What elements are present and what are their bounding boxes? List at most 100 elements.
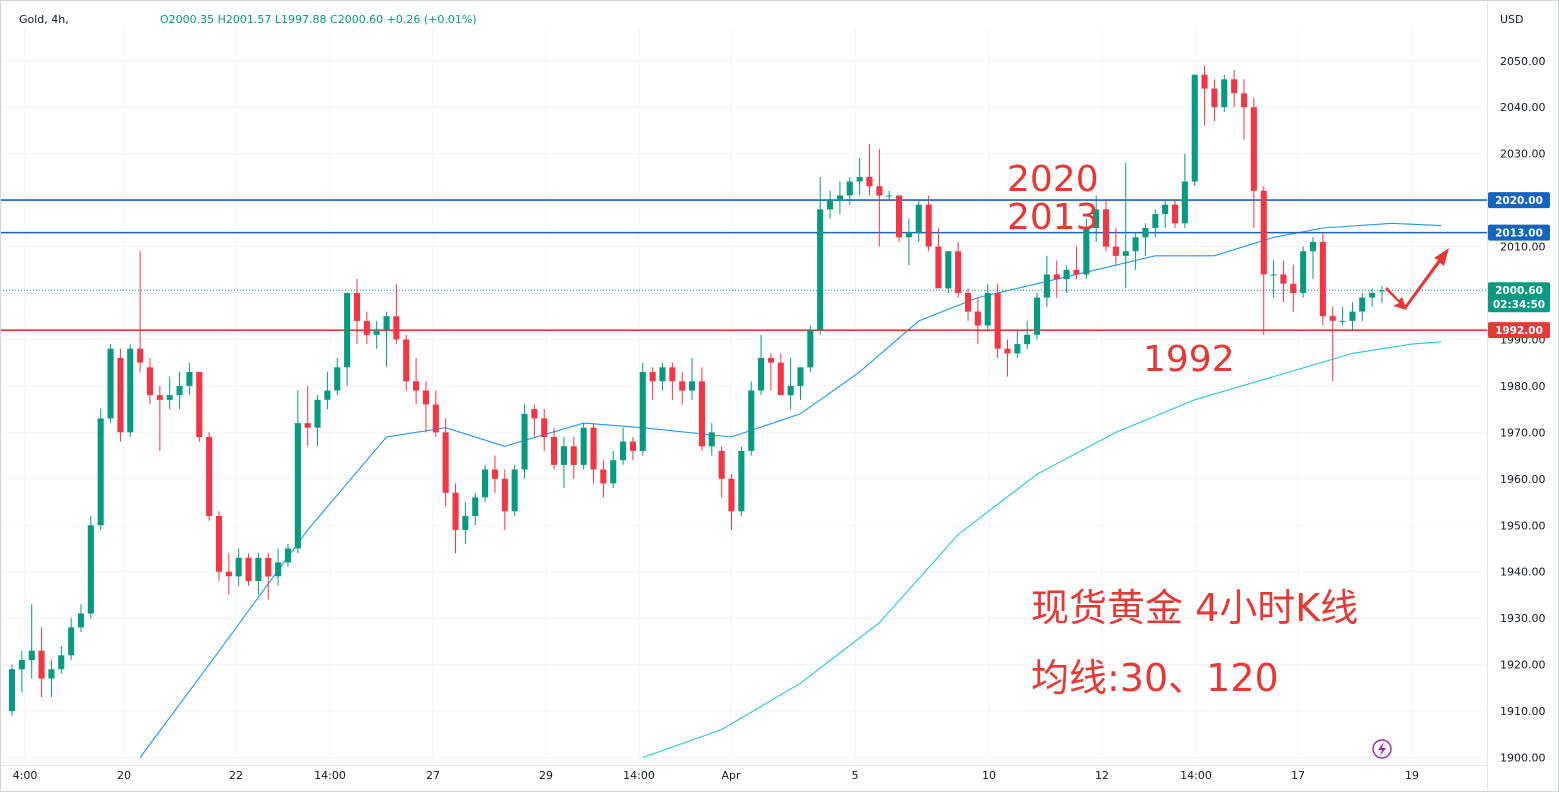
candle-up[interactable] (827, 190, 834, 219)
candle-down[interactable] (1280, 260, 1287, 303)
candle-down[interactable] (1250, 97, 1257, 228)
candle-down[interactable] (245, 553, 252, 586)
candle-down[interactable] (777, 353, 784, 396)
candle-down[interactable] (196, 371, 203, 442)
candle-up[interactable] (1063, 265, 1070, 293)
candle-up[interactable] (620, 427, 627, 465)
candle-up[interactable] (945, 251, 952, 293)
candle-up[interactable] (1162, 200, 1169, 228)
candle-up[interactable] (472, 492, 479, 526)
candle-up[interactable] (1369, 288, 1376, 307)
candle-down[interactable] (955, 241, 962, 298)
candle-up[interactable] (856, 158, 863, 196)
candle-up[interactable] (127, 344, 134, 437)
candle-up[interactable] (28, 604, 35, 679)
candle-up[interactable] (373, 320, 380, 349)
candle-up[interactable] (255, 553, 262, 595)
candle-up[interactable] (1093, 195, 1100, 242)
candle-down[interactable] (146, 358, 153, 405)
candle-down[interactable] (590, 423, 597, 484)
candle-up[interactable] (58, 646, 65, 674)
candle-down[interactable] (413, 358, 420, 405)
candle-down[interactable] (698, 367, 705, 451)
candle-up[interactable] (8, 664, 15, 716)
horizontal-levels[interactable] (0, 199, 1487, 331)
candle-up[interactable] (797, 367, 804, 400)
candle-down[interactable] (570, 436, 577, 479)
candle-down[interactable] (501, 469, 508, 530)
candle-down[interactable] (718, 446, 725, 498)
candle-up[interactable] (77, 604, 84, 633)
candle-up[interactable] (1122, 162, 1129, 289)
candle-down[interactable] (491, 455, 498, 493)
candle-up[interactable] (984, 283, 991, 331)
candle-up[interactable] (383, 311, 390, 368)
candle-up[interactable] (314, 395, 321, 447)
candle-up[interactable] (1034, 293, 1041, 340)
candle-down[interactable] (1231, 70, 1238, 108)
candle-up[interactable] (482, 464, 489, 503)
candle-down[interactable] (896, 195, 903, 242)
candle-down[interactable] (679, 371, 686, 405)
candle-down[interactable] (728, 474, 735, 530)
candle-down[interactable] (206, 432, 213, 521)
candle-up[interactable] (1024, 320, 1031, 349)
candle-up[interactable] (738, 446, 745, 516)
candle-down[interactable] (304, 385, 311, 447)
candle-up[interactable] (1043, 255, 1050, 307)
candle-down[interactable] (38, 627, 45, 698)
candle-up[interactable] (107, 344, 114, 424)
candle-up[interactable] (708, 423, 715, 456)
candle-down[interactable] (541, 409, 548, 451)
candle-down[interactable] (1103, 200, 1110, 252)
candle-up[interactable] (610, 450, 617, 489)
candle-down[interactable] (1260, 186, 1267, 335)
candle-up[interactable] (324, 371, 331, 410)
candle-up[interactable] (166, 376, 173, 410)
candle-down[interactable] (965, 288, 972, 321)
candle-up[interactable] (235, 548, 242, 586)
candle-up[interactable] (1191, 74, 1198, 187)
candle-up[interactable] (1339, 306, 1346, 326)
candle-up[interactable] (176, 371, 183, 410)
candle-down[interactable] (225, 553, 232, 595)
candle-down[interactable] (117, 348, 124, 442)
candle-up[interactable] (511, 464, 518, 516)
candle-up[interactable] (1152, 209, 1159, 238)
candle-down[interactable] (1329, 306, 1336, 382)
candle-down[interactable] (1053, 260, 1060, 298)
candle-up[interactable] (462, 502, 469, 544)
candle-down[interactable] (432, 390, 439, 437)
candle-up[interactable] (639, 362, 646, 456)
candle-down[interactable] (925, 195, 932, 252)
candle-down[interactable] (669, 362, 676, 400)
candle-up[interactable] (1378, 285, 1385, 303)
price-axis[interactable]: 1900.00 1910.00 1920.00 1930.00 1940.00 1950.… (1487, 0, 1546, 792)
candle-up[interactable] (1132, 232, 1139, 270)
candle-down[interactable] (363, 311, 370, 345)
candle-up[interactable] (1221, 74, 1228, 112)
candle-down[interactable] (629, 436, 636, 461)
candles[interactable] (8, 65, 1385, 716)
candle-up[interactable] (1083, 218, 1090, 280)
candle-up[interactable] (1014, 330, 1021, 359)
candle-down[interactable] (1073, 246, 1080, 280)
candle-up[interactable] (807, 325, 814, 372)
candle-up[interactable] (915, 200, 922, 242)
candle-up[interactable] (97, 409, 104, 530)
candle-down[interactable] (1211, 79, 1218, 122)
candle-down[interactable] (156, 385, 163, 451)
lightning-icon[interactable] (1372, 739, 1392, 759)
candle-up[interactable] (1349, 302, 1356, 331)
candle-down[interactable] (403, 334, 410, 391)
candle-up[interactable] (580, 423, 587, 470)
candle-up[interactable] (659, 362, 666, 391)
candle-up[interactable] (758, 334, 765, 396)
candle-down[interactable] (353, 279, 360, 345)
candle-up[interactable] (1142, 223, 1149, 256)
candle-down[interactable] (1004, 339, 1011, 377)
candle-up[interactable] (886, 190, 893, 201)
candle-down[interactable] (215, 511, 222, 581)
